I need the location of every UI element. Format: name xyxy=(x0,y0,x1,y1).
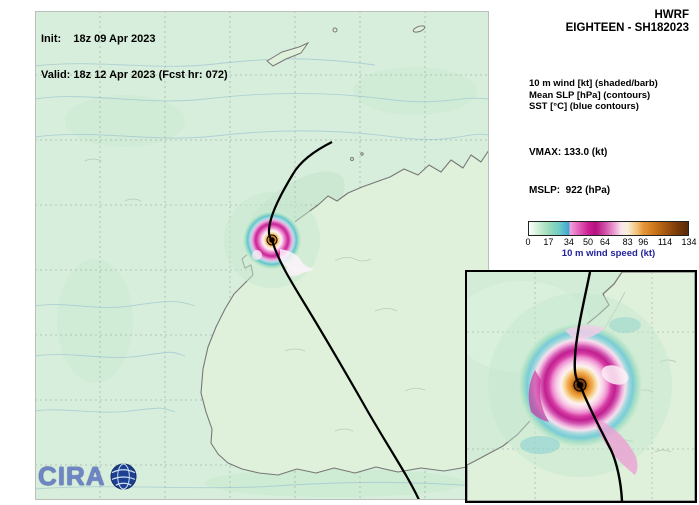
sst-contours xyxy=(35,58,489,490)
colorbar-tick: 114 xyxy=(657,237,673,247)
inset-grid-lines xyxy=(467,272,695,501)
run-info: Init: 18z 09 Apr 2023 Valid: 18z 12 Apr … xyxy=(41,9,228,105)
wind-shading-patch xyxy=(65,95,185,147)
model-storm-header: HWRF EIGHTEEN - SH182023 xyxy=(566,9,689,35)
colorbar-tick: 134 xyxy=(681,237,697,247)
colorbar-tick: 34 xyxy=(563,237,574,247)
legend-sst-line: SST [°C] (blue contours) xyxy=(529,101,639,112)
storm-stats: VMAX: 133.0 (kt) MSLP: 922 (hPa) xyxy=(529,122,610,222)
islands xyxy=(266,25,426,161)
legend-wind-line: 10 m wind [kt] (shaded/barb) xyxy=(529,78,658,89)
storm-id: EIGHTEEN - SH182023 xyxy=(565,22,689,34)
colorbar-tick: 83 xyxy=(622,237,633,247)
vmax-value: VMAX: 133.0 (kt) xyxy=(529,147,608,158)
wind-shading-patch xyxy=(57,259,133,383)
colorbar-tick: 50 xyxy=(583,237,594,247)
grid-lines xyxy=(35,11,489,500)
mslp-value: MSLP: 922 (hPa) xyxy=(529,184,611,196)
main-map xyxy=(35,11,489,500)
cira-globe-icon xyxy=(110,463,137,490)
colorbar-tick: 0 xyxy=(525,237,531,247)
field-legend: 10 m wind [kt] (shaded/barb) Mean SLP [h… xyxy=(529,78,658,113)
wind-speed-colorbar: 0 17 34 50 64 83 96 114 134 10 m wind sp… xyxy=(525,221,697,259)
model-name: HWRF xyxy=(654,9,690,21)
inset-map xyxy=(465,270,697,503)
cira-logo: CIRA xyxy=(38,461,137,492)
cyclone-center-ring xyxy=(266,234,278,246)
colorbar-tick: 96 xyxy=(638,237,649,247)
wind-shading-patch xyxy=(353,67,477,115)
cira-logo-text: CIRA xyxy=(38,461,106,491)
colorbar-tick: 17 xyxy=(543,237,554,247)
colorbar-ticks: 0 17 34 50 64 83 96 114 134 xyxy=(525,237,696,248)
init-time: Init: 18z 09 Apr 2023 xyxy=(41,33,156,45)
colorbar-gradient xyxy=(528,221,689,236)
legend-slp-line: Mean SLP [hPa] (contours) xyxy=(529,89,651,101)
valid-time: Valid: 18z 12 Apr 2023 (Fcst hr: 072) xyxy=(41,69,228,81)
inset-track-line xyxy=(573,272,624,501)
track-line xyxy=(267,141,421,500)
slp-contours xyxy=(84,158,426,432)
inset-cyclone-center-ring xyxy=(573,378,587,392)
map-frame xyxy=(35,11,489,500)
colorbar-tick: 64 xyxy=(599,237,610,247)
colorbar-caption: 10 m wind speed (kt) xyxy=(561,248,656,259)
